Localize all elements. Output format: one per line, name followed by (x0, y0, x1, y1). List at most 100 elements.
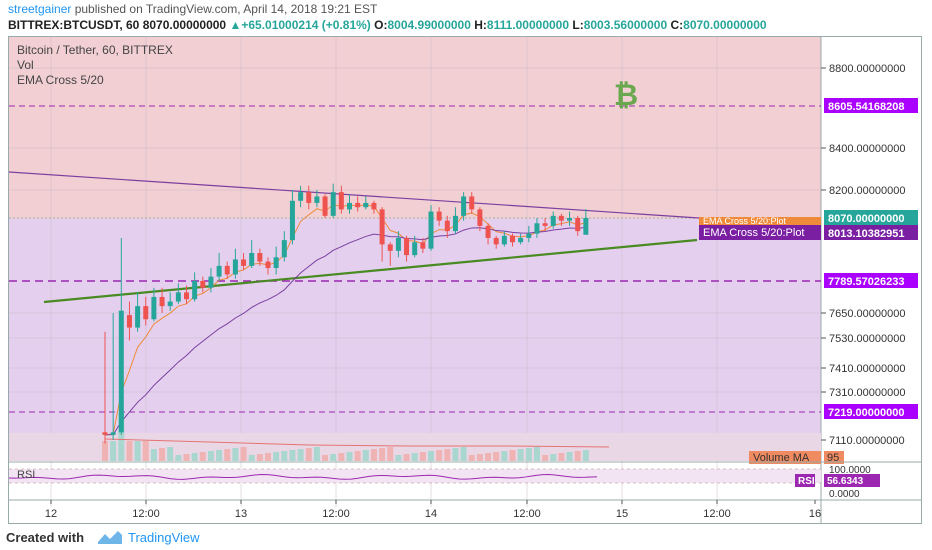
rsi-label[interactable]: RSI (17, 469, 35, 481)
candle-body (167, 301, 173, 307)
chart-container[interactable]: ₿ 8800.00000000 8400.00000000 8200.0000000… (8, 36, 922, 524)
footer: Created with TradingView (0, 526, 932, 550)
author-link[interactable]: streetgainer (8, 2, 72, 16)
candle-body (135, 306, 141, 328)
horizontal-levels (9, 105, 821, 413)
candle-body (510, 235, 515, 243)
upper-zone (9, 37, 821, 219)
ema-fast-line (104, 204, 586, 436)
volume-bar (387, 447, 394, 461)
candle-body (518, 237, 524, 243)
price-tick-label: 7410.00000000 (829, 363, 905, 375)
candle (395, 231, 401, 258)
volume-bar (428, 451, 434, 461)
candle (436, 207, 442, 226)
volume-ma-value: 95 (827, 452, 839, 464)
rsi-value-tag-bg (824, 474, 880, 487)
candle-body (298, 192, 304, 201)
candle (363, 196, 369, 210)
candle-body (404, 237, 410, 256)
bitcoin-icon: ₿ (614, 78, 638, 113)
price-chart[interactable]: ₿ 8800.00000000 8400.00000000 8200.0000000… (9, 37, 921, 523)
candle (452, 207, 458, 234)
svg-text:₿: ₿ (614, 78, 638, 113)
volume-bar (118, 413, 125, 461)
candle (501, 231, 507, 247)
volume-bar (542, 455, 549, 461)
legend-vol[interactable]: Vol (17, 58, 34, 72)
chart-legend: Bitcoin / Tether, 60, BITTREX Vol EMA Cr… (17, 43, 173, 88)
candle (249, 240, 255, 269)
tradingview-brand[interactable]: TradingView (128, 530, 200, 545)
candles (102, 183, 589, 444)
candle (184, 285, 189, 304)
candle (151, 287, 157, 322)
candle-body (338, 192, 344, 210)
volume-bar (566, 452, 573, 461)
volume-bar (517, 449, 524, 461)
candle-body (184, 292, 189, 300)
candle (534, 218, 540, 238)
candle (143, 296, 149, 326)
candle (567, 211, 573, 226)
candle-body (583, 218, 589, 235)
volume-bar (452, 448, 459, 461)
volume-bar (550, 454, 557, 461)
volume-bar (485, 453, 492, 461)
volume-bar (493, 452, 500, 461)
candle (420, 237, 426, 253)
time-axis[interactable]: 12 12:00 13 12:00 14 12:00 15 12:00 16 (9, 499, 921, 520)
price-ticks: 8800.00000000 8400.00000000 8200.00000000 7… (821, 63, 905, 447)
volume-bar (207, 451, 214, 461)
volume-bar (379, 448, 386, 461)
bottom-tag-bg (824, 404, 918, 419)
volume-bar (248, 455, 255, 461)
volume-bar (338, 453, 345, 461)
volume-bar (232, 448, 239, 461)
candle (338, 185, 344, 214)
ascending-trendline (43, 238, 698, 304)
rsi-tick-0: 0.0000 (829, 489, 860, 500)
candle-body (355, 202, 361, 208)
legend-title[interactable]: Bitcoin / Tether, 60, BITTREX (17, 43, 173, 57)
price-tick-label: 7530.00000000 (829, 333, 905, 345)
candle (167, 292, 173, 311)
volume-bar (289, 450, 296, 461)
candle (444, 215, 450, 238)
time-tick-label: 13 (235, 508, 247, 520)
candle (118, 237, 124, 435)
candle-body (265, 261, 271, 269)
candle (314, 190, 320, 208)
candle-body (232, 259, 238, 275)
candle-body (281, 240, 287, 258)
candle-body (151, 296, 157, 320)
candle (241, 252, 247, 271)
candle-body (452, 215, 458, 232)
volume-bar (150, 449, 157, 461)
volume-bar (126, 441, 133, 461)
candle-body (526, 233, 532, 238)
candle-body (436, 211, 442, 221)
price-tick-label: 8800.00000000 (829, 63, 905, 75)
candle-body (387, 244, 393, 251)
candle-body (501, 235, 507, 245)
time-tick-label: 12:00 (322, 508, 350, 520)
ema-plot-tag-bg (824, 225, 918, 240)
volume-bar (411, 453, 418, 461)
legend-ema[interactable]: EMA Cross 5/20 (17, 73, 104, 87)
volume-bar (370, 449, 377, 461)
candle-body (550, 215, 556, 226)
publish-text: published on TradingView.com, April 14, … (71, 2, 378, 16)
candle (485, 223, 491, 245)
volume-bar (175, 455, 182, 461)
volume-bar (525, 448, 532, 461)
candle-body (485, 225, 491, 238)
candle-body (371, 202, 377, 210)
descending-trendline (9, 171, 700, 219)
candle (542, 218, 548, 232)
created-with-text: Created with (6, 530, 85, 545)
candle (550, 211, 556, 229)
candle (208, 268, 214, 293)
volume-bar (191, 453, 198, 461)
candle-body (143, 306, 149, 320)
